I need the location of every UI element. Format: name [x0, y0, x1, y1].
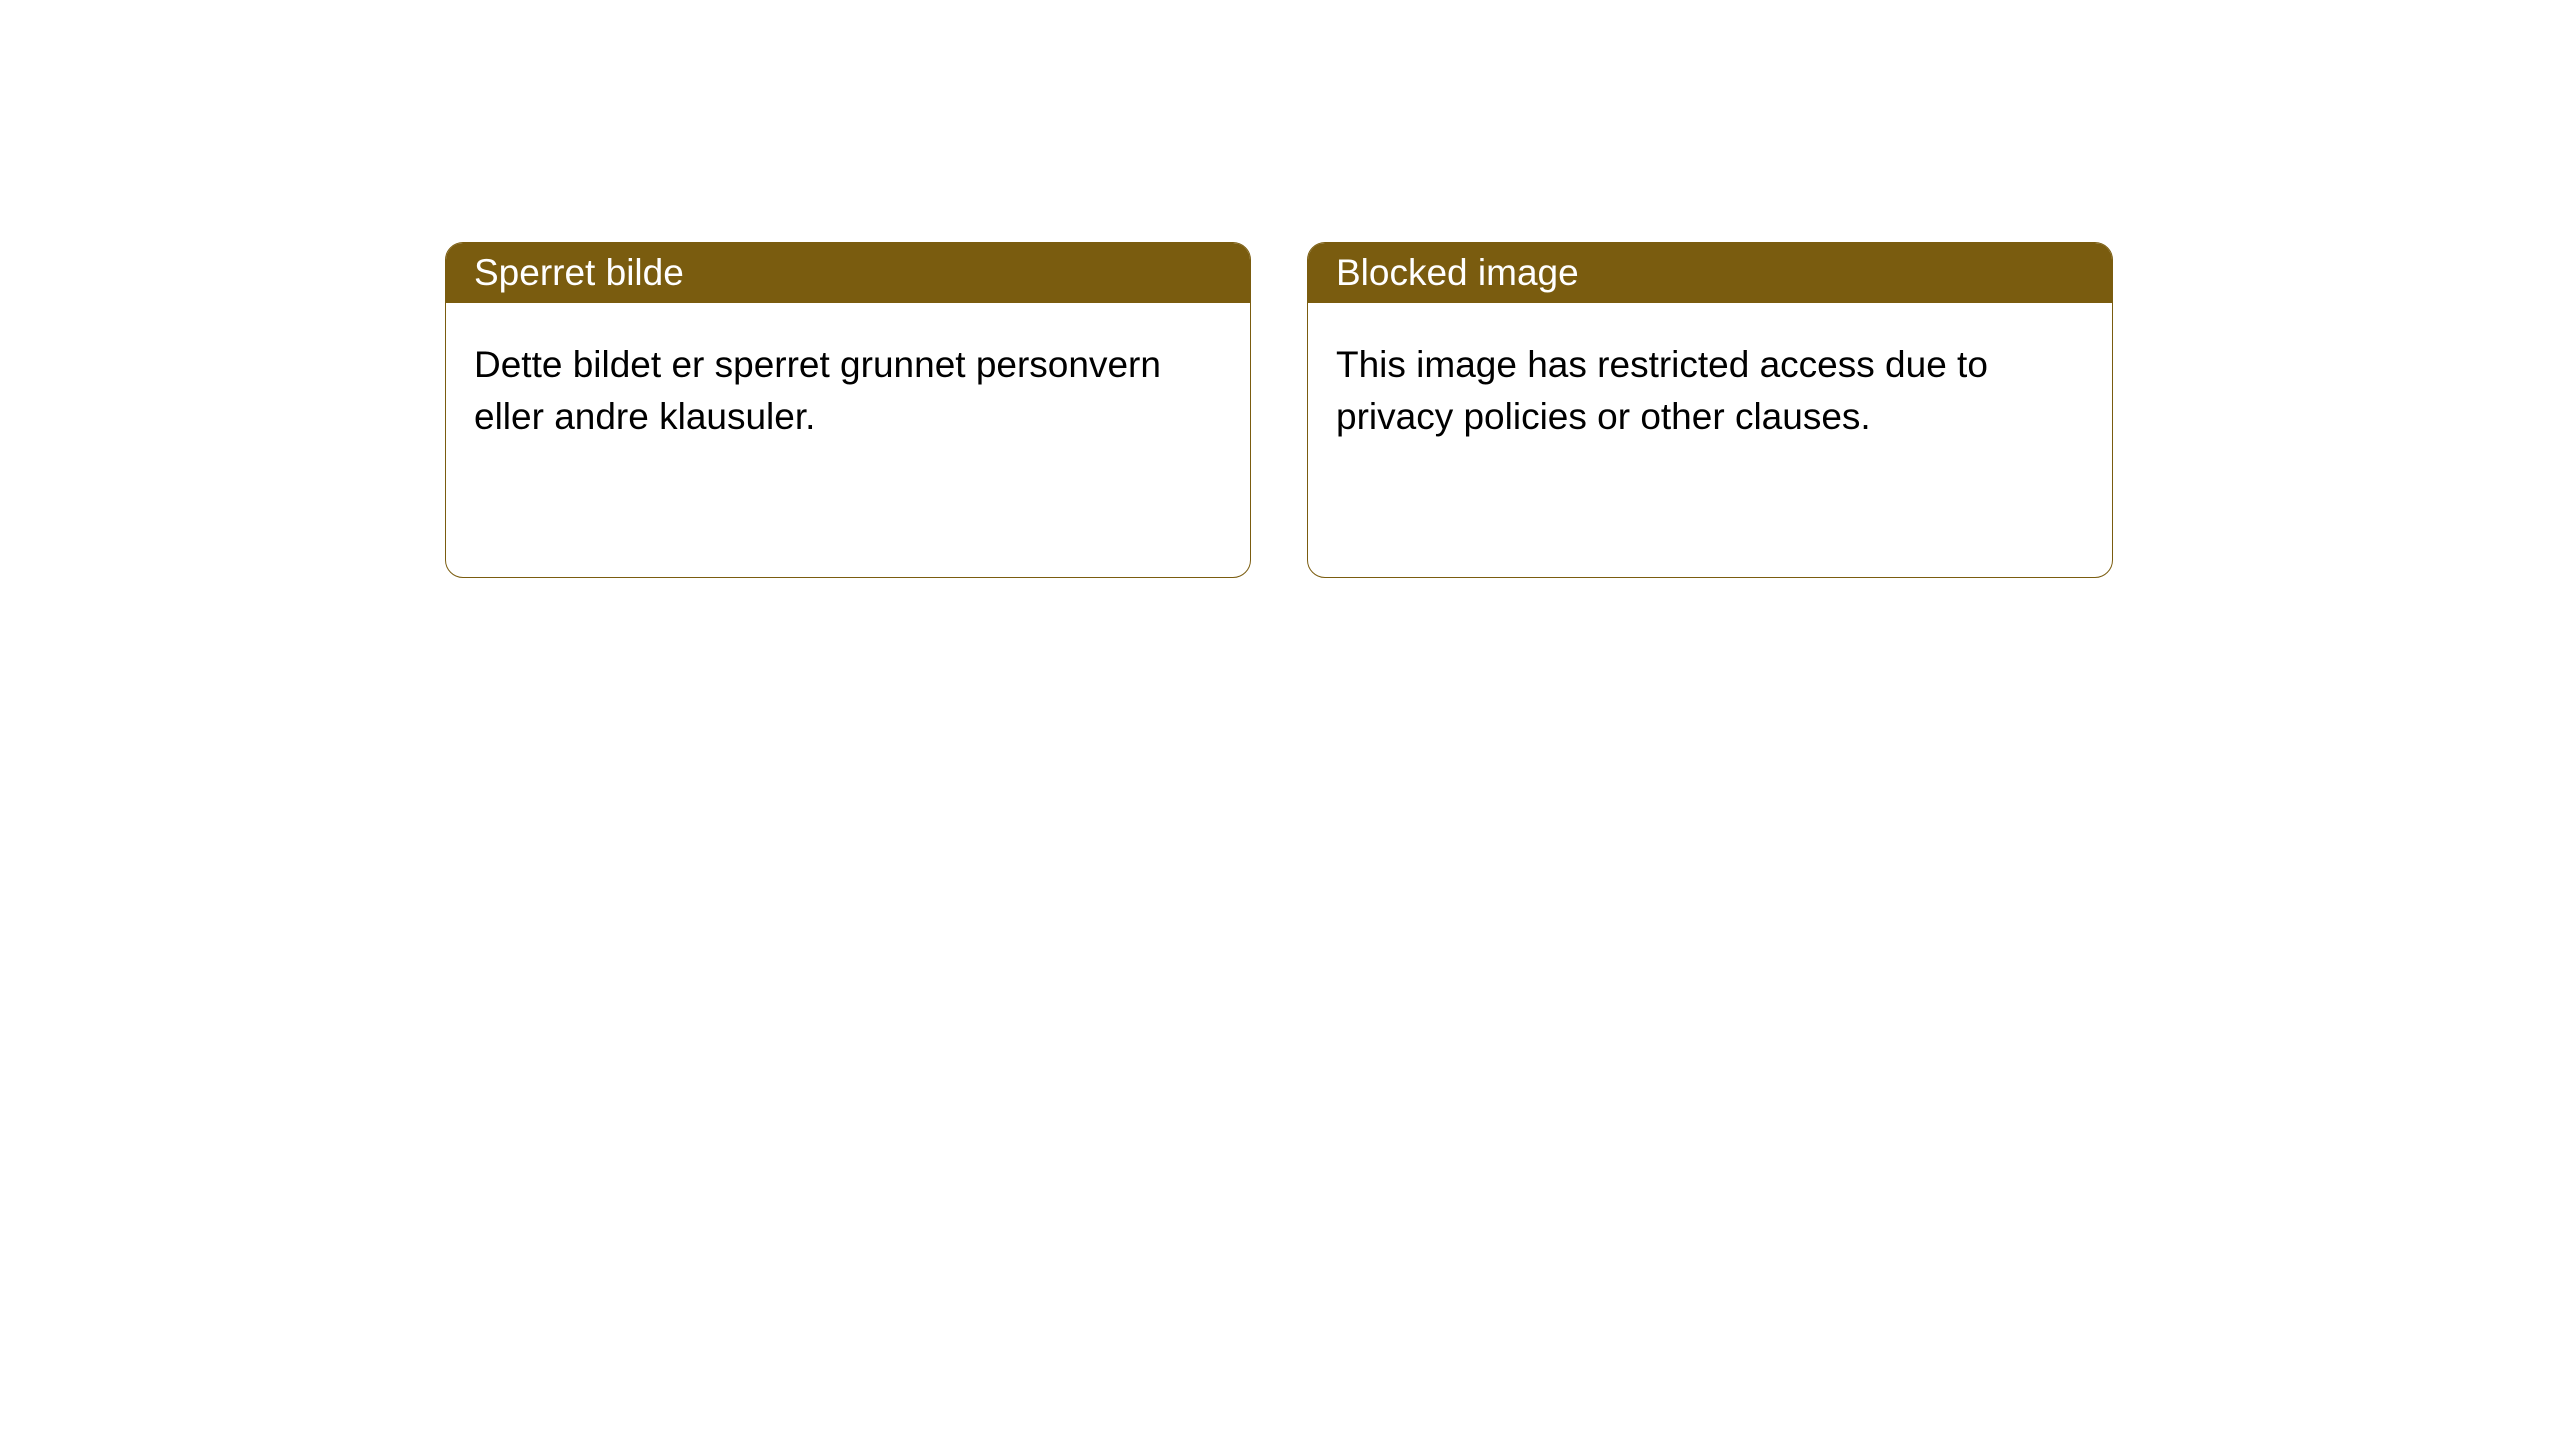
- blocked-image-card-no: Sperret bilde Dette bildet er sperret gr…: [445, 242, 1251, 578]
- blocked-image-card-en: Blocked image This image has restricted …: [1307, 242, 2113, 578]
- card-body-text: This image has restricted access due to …: [1336, 344, 1988, 437]
- card-body: This image has restricted access due to …: [1308, 303, 2112, 479]
- card-title: Blocked image: [1336, 252, 1579, 294]
- card-body-text: Dette bildet er sperret grunnet personve…: [474, 344, 1161, 437]
- notice-container: Sperret bilde Dette bildet er sperret gr…: [0, 0, 2560, 578]
- card-body: Dette bildet er sperret grunnet personve…: [446, 303, 1250, 479]
- card-header: Sperret bilde: [446, 243, 1250, 303]
- card-title: Sperret bilde: [474, 252, 684, 294]
- card-header: Blocked image: [1308, 243, 2112, 303]
